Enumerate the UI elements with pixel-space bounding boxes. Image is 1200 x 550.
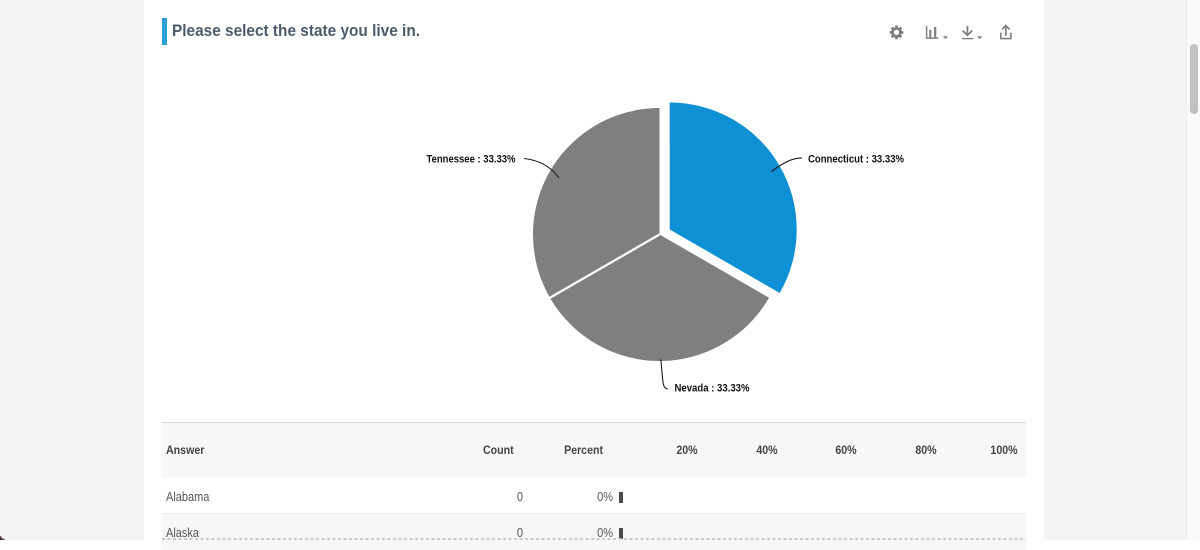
svg-text:Nevada : 33.33%: Nevada : 33.33% [675,383,750,395]
svg-text:Connecticut : 33.33%: Connecticut : 33.33% [808,154,904,166]
svg-text:Tennessee : 33.33%: Tennessee : 33.33% [427,154,516,166]
